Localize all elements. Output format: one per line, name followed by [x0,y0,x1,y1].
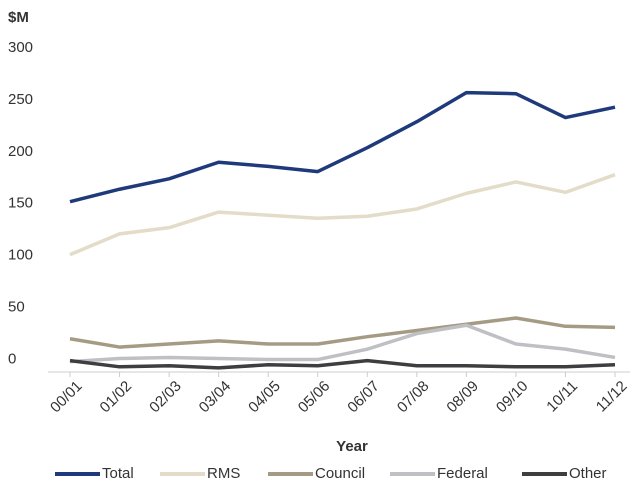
series-line [69,323,616,364]
legend-label: Federal [437,465,488,482]
y-unit-label: $M [8,9,29,26]
y-tick-label: 0 [8,351,16,368]
y-tick-label: 100 [8,247,33,264]
y-tick-label: 300 [8,39,33,56]
legend-label: RMS [207,465,240,482]
y-tick-label: 200 [8,143,33,160]
x-axis-label: Year [336,438,368,455]
series-line [69,358,616,370]
x-tick-label: 05/06 [295,378,334,417]
legend-label: Other [569,465,607,482]
x-tick-label: 08/09 [443,378,482,417]
x-tick-label: 07/08 [394,378,433,417]
x-tick-label: 06/07 [344,378,383,417]
x-tick-label: 10/11 [543,378,581,416]
y-tick-label: 150 [8,195,33,212]
y-tick-label: 50 [8,299,25,316]
x-tick-label: 02/03 [146,378,185,417]
x-tick-label: 03/04 [196,378,235,417]
series-line [69,90,616,204]
y-tick-label: 250 [8,91,33,108]
legend-label: Council [315,465,365,482]
legend-label: Total [102,465,134,482]
x-tick-label: 00/01 [47,378,86,417]
x-tick-label: 01/02 [97,378,136,417]
series-line [69,316,616,349]
x-tick-label: 04/05 [245,378,284,417]
series-line [69,173,616,257]
x-tick-label: 11/12 [593,378,631,416]
x-tick-label: 09/10 [493,378,532,417]
